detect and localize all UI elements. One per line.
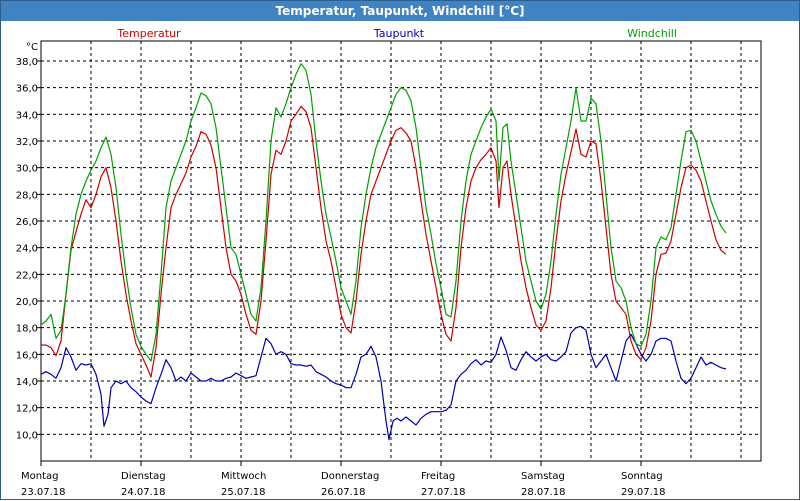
x-tick-label-weekday: Donnerstag xyxy=(321,471,379,482)
y-tick-label: 34,0 xyxy=(16,110,38,121)
x-tick-label-date: 29.07.18 xyxy=(621,487,666,498)
series-line-temperatur xyxy=(41,105,727,378)
y-axis-ticks: 10,0 12,0 14,0 16,0 18,0 20,0 22,0 24,0 26,0 28,0… xyxy=(16,57,41,441)
y-tick-label: 16,0 xyxy=(16,350,38,361)
y-axis-unit: °C xyxy=(26,42,38,53)
grid-lines xyxy=(41,41,761,461)
series-label-temperatur: Temperatur xyxy=(116,27,181,40)
x-tick-label-weekday: Mittwoch xyxy=(221,471,266,482)
x-tick-label-weekday: Dienstag xyxy=(121,471,166,482)
x-tick-label-date: 24.07.18 xyxy=(121,487,166,498)
y-tick-label: 12,0 xyxy=(16,404,38,415)
x-axis-ticks: Montag 23.07.18 Dienstag 24.07.18 Mittwoch 25… xyxy=(21,461,666,498)
y-tick-label: 36,0 xyxy=(16,84,38,95)
y-tick-label: 28,0 xyxy=(16,190,38,201)
y-tick-label: 10,0 xyxy=(16,430,38,441)
y-tick-label: 18,0 xyxy=(16,324,38,335)
y-tick-label: 24,0 xyxy=(16,244,38,255)
x-tick-label-date: 27.07.18 xyxy=(421,487,466,498)
y-tick-label: 26,0 xyxy=(16,217,38,228)
x-tick-label-date: 25.07.18 xyxy=(221,487,266,498)
x-tick-label-date: 26.07.18 xyxy=(321,487,366,498)
x-tick-label-weekday: Samstag xyxy=(521,471,565,482)
plot-frame xyxy=(40,40,762,462)
x-tick-label-date: 28.07.18 xyxy=(521,487,566,498)
y-tick-label: 20,0 xyxy=(16,297,38,308)
x-tick-label-weekday: Freitag xyxy=(421,471,455,482)
y-tick-label: 38,0 xyxy=(16,57,38,68)
x-tick-label-weekday: Sonntag xyxy=(621,471,663,482)
y-tick-label: 32,0 xyxy=(16,137,38,148)
y-tick-label: 22,0 xyxy=(16,270,38,281)
series-lines xyxy=(40,63,727,441)
series-line-windchill xyxy=(40,63,727,362)
x-tick-label-weekday: Montag xyxy=(21,471,58,482)
series-line-taupunkt xyxy=(40,325,727,441)
y-tick-label: 30,0 xyxy=(16,164,38,175)
window-title: Temperatur, Taupunkt, Windchill [°C] xyxy=(1,1,799,21)
series-label-taupunkt: Taupunkt xyxy=(373,27,425,40)
y-tick-label: 14,0 xyxy=(16,377,38,388)
x-tick-label-date: 23.07.18 xyxy=(21,487,66,498)
series-label-windchill: Windchill xyxy=(627,27,677,40)
